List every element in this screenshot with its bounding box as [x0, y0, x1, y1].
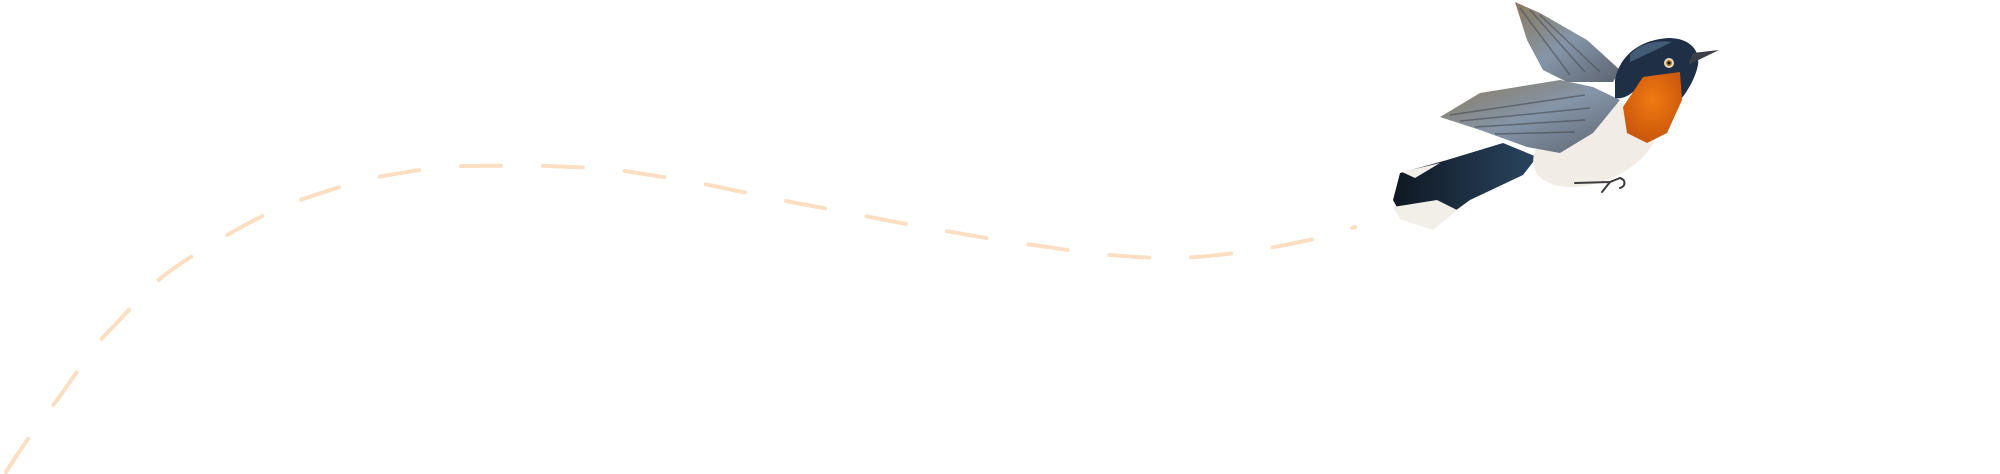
bird-throat: [1623, 72, 1682, 143]
bird-lower-wing: [1440, 80, 1620, 153]
flight-path-dashed-line: [4, 163, 1357, 474]
bird-beak: [1688, 50, 1719, 65]
bird-icon: [1393, 2, 1719, 230]
bird-feet: [1574, 177, 1626, 193]
bird-tail-tips: [1393, 200, 1457, 230]
